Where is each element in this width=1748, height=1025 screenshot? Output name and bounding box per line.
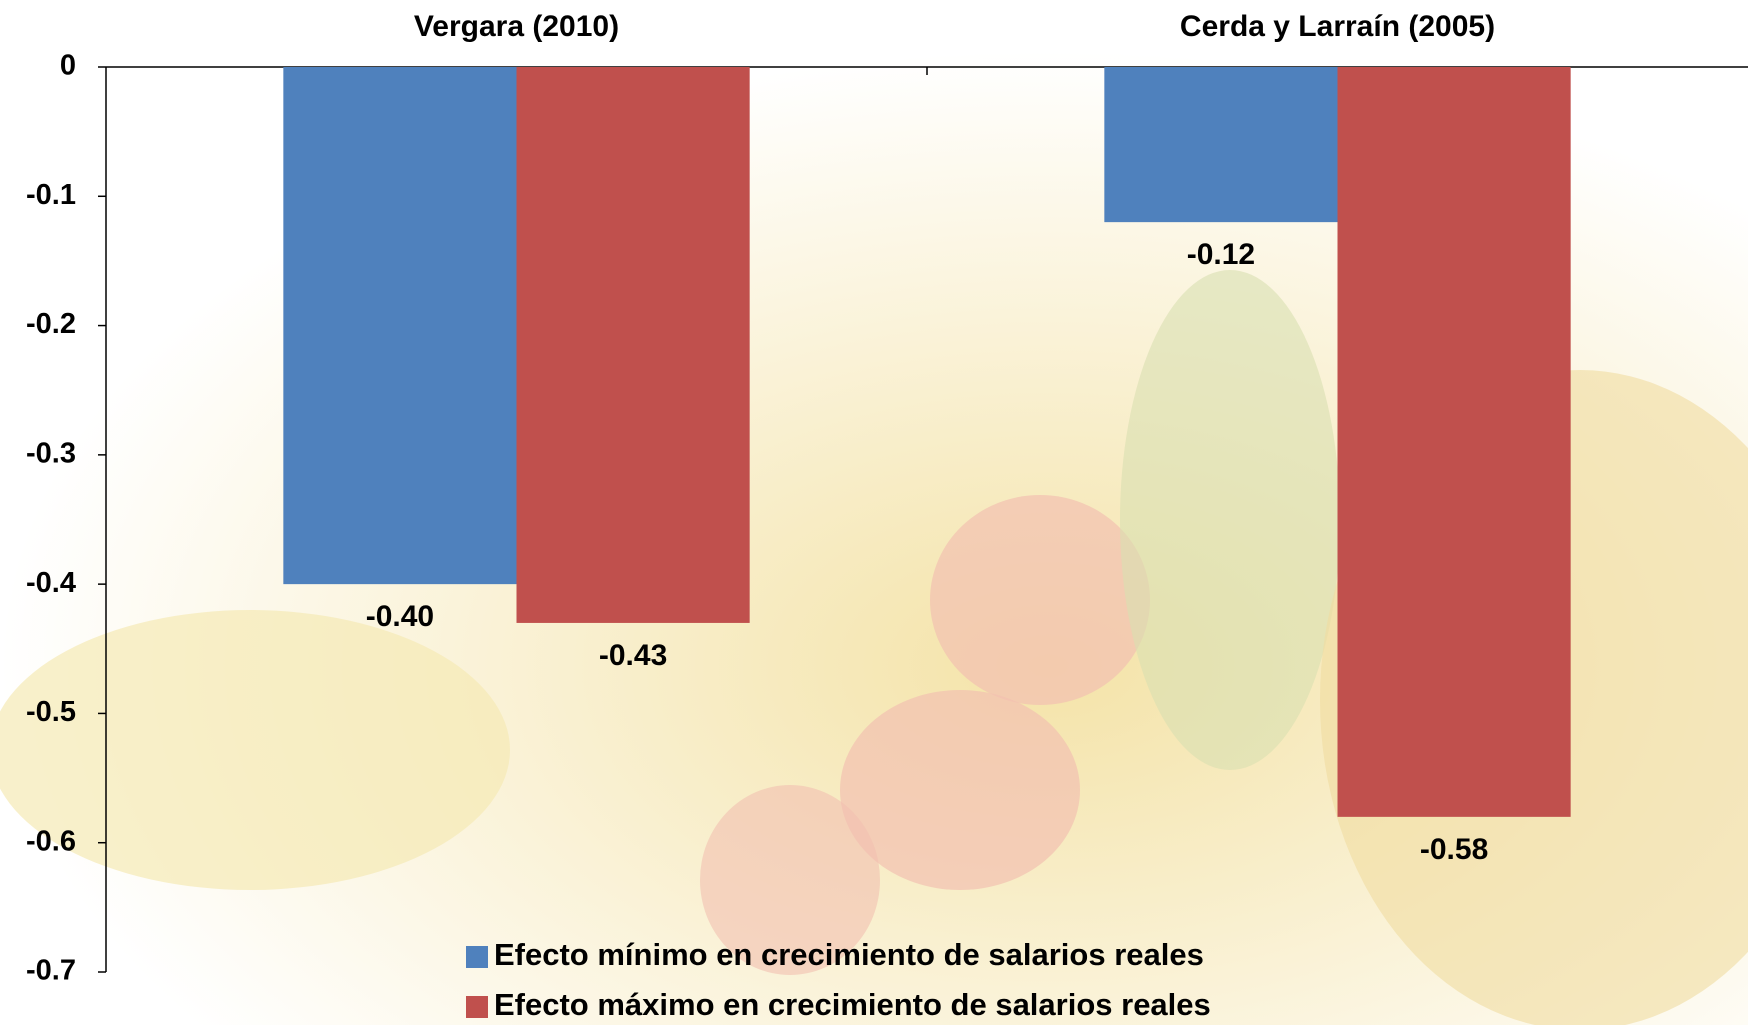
bar xyxy=(1104,67,1337,222)
y-tick-label: -0.3 xyxy=(26,438,76,470)
background-decoration xyxy=(1120,270,1340,770)
data-label: -0.40 xyxy=(366,600,434,633)
legend-label: Efecto mínimo en crecimiento de salarios… xyxy=(494,937,1204,972)
data-label: -0.43 xyxy=(599,639,667,672)
bar xyxy=(283,67,516,584)
data-label: -0.58 xyxy=(1420,833,1488,866)
y-tick-label: -0.2 xyxy=(26,308,76,340)
category-label: Vergara (2010) xyxy=(414,10,619,43)
background-decoration xyxy=(0,610,510,890)
page: {"chart_data": {"type": "bar", "categori… xyxy=(0,0,1748,1025)
background-decoration xyxy=(930,495,1150,705)
legend-label: Efecto máximo en crecimiento de salarios… xyxy=(494,987,1211,1022)
y-tick-label: -0.6 xyxy=(26,825,76,857)
legend-swatch xyxy=(466,996,488,1018)
y-tick-label: 0 xyxy=(60,50,76,82)
data-label: -0.12 xyxy=(1187,238,1255,271)
chart: 0 -0.1 -0.2 -0.3 -0.4 -0.5 -0.6 -0.7 Vergara (20… xyxy=(0,0,1748,1025)
y-tick-label: -0.5 xyxy=(26,696,76,728)
legend-swatch xyxy=(466,946,488,968)
bar xyxy=(517,67,750,623)
y-tick-label: -0.4 xyxy=(26,567,76,599)
category-label: Cerda y Larraín (2005) xyxy=(1180,10,1495,43)
bar xyxy=(1338,67,1571,817)
y-tick-label: -0.7 xyxy=(26,955,76,987)
y-tick-label: -0.1 xyxy=(26,179,76,211)
